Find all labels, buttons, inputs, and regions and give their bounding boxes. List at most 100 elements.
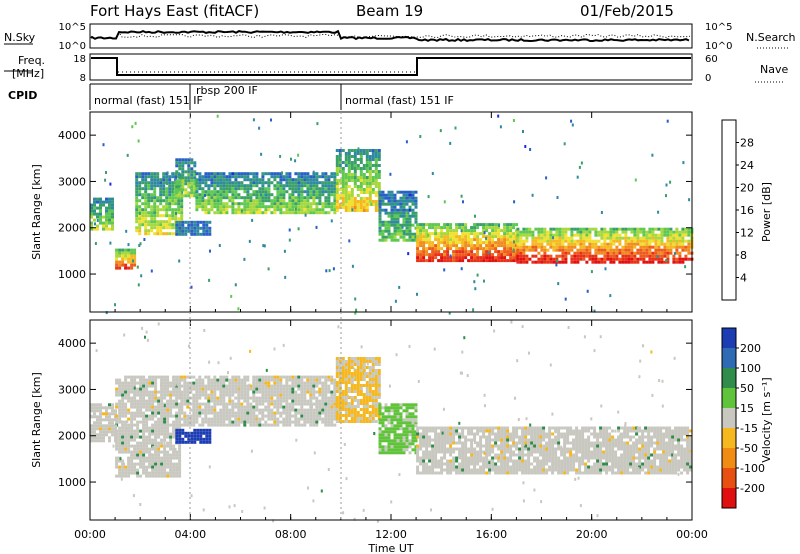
- echo-cell: [168, 223, 172, 227]
- echo-cell: [549, 227, 553, 231]
- echo-cell: [384, 427, 388, 431]
- echo-cell: [154, 468, 158, 472]
- echo-cell: [147, 202, 151, 206]
- echo-cell: [434, 426, 438, 430]
- echo-cell: [341, 396, 345, 399]
- echo-cell: [294, 411, 298, 415]
- echo-cell: [534, 227, 538, 231]
- echo-cell: [156, 214, 160, 218]
- echo-cell: [609, 248, 613, 252]
- echo-cell: [431, 259, 435, 263]
- echo-cell: [175, 164, 179, 168]
- echo-cell: [270, 402, 274, 406]
- echo-cell: [488, 253, 492, 257]
- echo-cell: [506, 238, 510, 242]
- echo-cell: [181, 164, 185, 168]
- echo-cell: [651, 236, 655, 240]
- echo-cell: [93, 412, 96, 416]
- echo-cell: [237, 423, 241, 427]
- echo-cell: [350, 179, 354, 182]
- echo-cell: [190, 176, 194, 180]
- echo-cell: [156, 211, 160, 215]
- echo-cell: [135, 208, 139, 212]
- echo-cell: [425, 229, 429, 233]
- patch-cell: [175, 223, 179, 227]
- echo-cell: [405, 238, 409, 242]
- echo-cell: [458, 241, 462, 245]
- echo-cell: [675, 239, 679, 243]
- echo-cell: [458, 426, 462, 430]
- echo-cell: [267, 384, 271, 388]
- echo-cell: [154, 465, 158, 469]
- echo-cell: [142, 399, 146, 403]
- echo-cell: [225, 423, 229, 427]
- echo-cell: [455, 432, 459, 436]
- nsky-panel-frame: [89, 23, 693, 49]
- echo-cell: [93, 439, 96, 443]
- echo-cell: [177, 196, 181, 200]
- echo-cell: [175, 387, 179, 391]
- echo-cell: [267, 414, 271, 418]
- scatter-echo: [315, 225, 318, 229]
- patch-cell: [178, 220, 182, 224]
- echo-cell: [219, 393, 223, 397]
- echo-cell: [491, 229, 495, 233]
- echo-cell: [312, 384, 316, 388]
- echo-cell: [374, 200, 378, 203]
- echo-cell: [142, 435, 146, 439]
- echo-cell: [618, 236, 622, 240]
- echo-cell: [621, 230, 625, 234]
- echo-cell: [213, 196, 217, 200]
- scatter-echo: [570, 119, 573, 123]
- y-tick-label: 3000: [58, 175, 86, 188]
- patch-cell: [187, 226, 191, 230]
- echo-cell: [193, 179, 197, 183]
- echo-cell: [294, 199, 298, 203]
- echo-cell: [273, 196, 277, 200]
- scatter-echo: [279, 154, 282, 158]
- echo-cell: [627, 251, 631, 255]
- echo-cell: [338, 402, 342, 405]
- echo-cell: [393, 439, 397, 443]
- echo-cell: [356, 372, 360, 375]
- scatter-echo: [669, 180, 672, 184]
- echo-cell: [338, 188, 342, 191]
- echo-cell: [431, 450, 435, 454]
- echo-cell: [384, 415, 388, 419]
- echo-cell: [228, 393, 232, 397]
- echo-cell: [151, 423, 155, 427]
- echo-cell: [303, 396, 307, 400]
- echo-cell: [216, 384, 220, 388]
- echo-cell: [297, 208, 301, 212]
- echo-cell: [264, 390, 268, 394]
- echo-cell: [201, 205, 205, 209]
- echo-cell: [341, 375, 345, 378]
- echo-cell: [108, 436, 111, 440]
- echo-cell: [189, 396, 193, 400]
- patch-cell: [193, 223, 197, 227]
- echo-cell: [458, 432, 462, 436]
- echo-cell: [303, 211, 307, 215]
- echo-cell: [327, 402, 331, 406]
- echo-cell: [225, 405, 229, 409]
- echo-cell: [96, 421, 99, 425]
- echo-cell: [124, 384, 128, 388]
- echo-cell: [115, 378, 119, 382]
- echo-cell: [222, 417, 226, 421]
- echo-cell: [190, 185, 194, 189]
- echo-cell: [130, 375, 134, 379]
- echo-cell: [162, 220, 166, 224]
- echo-cell: [555, 254, 559, 258]
- echo-cell: [231, 384, 235, 388]
- echo-cell: [255, 423, 259, 427]
- echo-cell: [297, 420, 301, 424]
- echo-cell: [184, 158, 188, 162]
- echo-cell: [399, 448, 403, 452]
- scatter-echo: [312, 170, 315, 174]
- echo-cell: [297, 417, 301, 421]
- echo-cell: [374, 357, 378, 360]
- echo-cell: [467, 456, 471, 460]
- echo-cell: [183, 396, 187, 400]
- echo-cell: [321, 190, 325, 194]
- echo-cell: [189, 414, 193, 418]
